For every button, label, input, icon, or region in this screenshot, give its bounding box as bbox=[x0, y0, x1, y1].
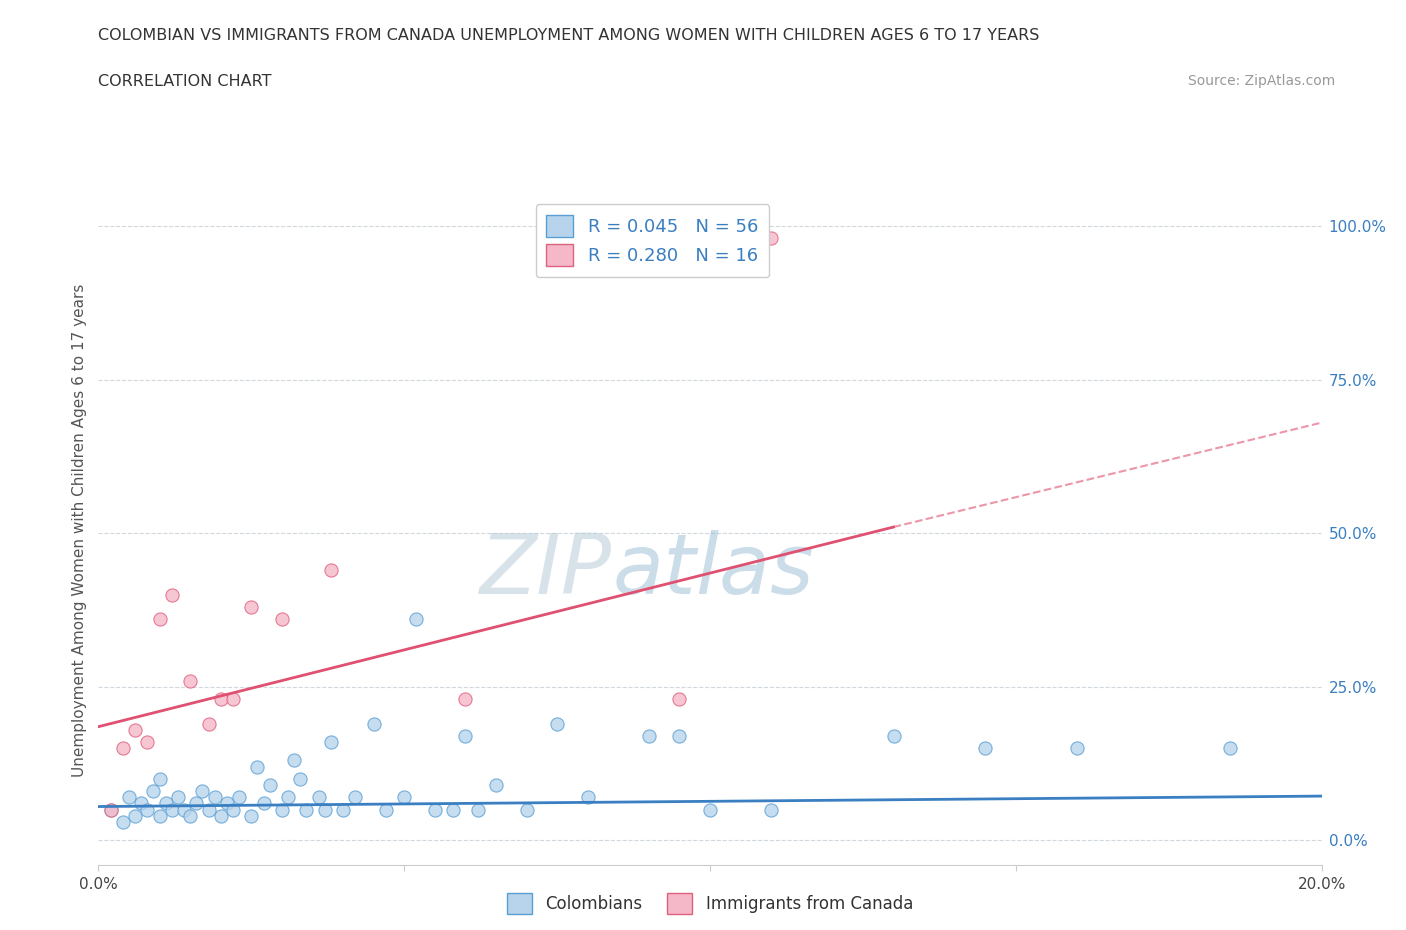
Point bbox=[467, 803, 489, 817]
Point bbox=[228, 790, 250, 804]
Point bbox=[699, 803, 721, 817]
Point bbox=[204, 790, 226, 804]
Point bbox=[240, 600, 263, 615]
Point bbox=[1066, 740, 1088, 755]
Point bbox=[111, 740, 134, 755]
Point bbox=[290, 772, 312, 787]
Point bbox=[314, 803, 336, 817]
Text: COLOMBIAN VS IMMIGRANTS FROM CANADA UNEMPLOYMENT AMONG WOMEN WITH CHILDREN AGES : COLOMBIAN VS IMMIGRANTS FROM CANADA UNEM… bbox=[98, 28, 1040, 43]
Point bbox=[332, 803, 354, 817]
Y-axis label: Unemployment Among Women with Children Ages 6 to 17 years: Unemployment Among Women with Children A… bbox=[72, 284, 87, 777]
Point bbox=[308, 790, 330, 804]
Point bbox=[270, 612, 292, 627]
Point bbox=[295, 803, 318, 817]
Point bbox=[392, 790, 416, 804]
Text: Source: ZipAtlas.com: Source: ZipAtlas.com bbox=[1188, 74, 1336, 88]
Point bbox=[173, 803, 195, 817]
Point bbox=[142, 784, 165, 799]
Point bbox=[111, 815, 134, 830]
Point bbox=[129, 796, 152, 811]
Point bbox=[240, 808, 263, 823]
Point bbox=[974, 740, 997, 755]
Point bbox=[252, 796, 274, 811]
Text: ZIP: ZIP bbox=[481, 530, 612, 611]
Point bbox=[283, 753, 305, 768]
Point bbox=[883, 728, 905, 743]
Point bbox=[1219, 740, 1241, 755]
Point bbox=[136, 803, 159, 817]
Point bbox=[576, 790, 599, 804]
Point bbox=[160, 803, 183, 817]
Point bbox=[423, 803, 446, 817]
Point bbox=[136, 735, 159, 750]
Point bbox=[124, 723, 146, 737]
Point bbox=[441, 803, 464, 817]
Point bbox=[179, 808, 201, 823]
Point bbox=[222, 692, 245, 707]
Point bbox=[344, 790, 367, 804]
Point bbox=[155, 796, 177, 811]
Point bbox=[197, 803, 219, 817]
Point bbox=[118, 790, 141, 804]
Point bbox=[319, 735, 342, 750]
Point bbox=[100, 803, 122, 817]
Point bbox=[197, 716, 219, 731]
Point bbox=[485, 777, 508, 792]
Point bbox=[759, 231, 782, 246]
Point bbox=[668, 728, 690, 743]
Point bbox=[124, 808, 146, 823]
Point bbox=[319, 563, 342, 578]
Point bbox=[246, 759, 269, 774]
Legend: Colombians, Immigrants from Canada: Colombians, Immigrants from Canada bbox=[501, 886, 920, 920]
Point bbox=[454, 692, 477, 707]
Point bbox=[374, 803, 396, 817]
Point bbox=[191, 784, 214, 799]
Point bbox=[759, 803, 782, 817]
Point bbox=[215, 796, 238, 811]
Point bbox=[637, 728, 661, 743]
Point bbox=[222, 803, 245, 817]
Point bbox=[363, 716, 385, 731]
Point bbox=[546, 716, 568, 731]
Point bbox=[100, 803, 122, 817]
Point bbox=[167, 790, 190, 804]
Point bbox=[259, 777, 281, 792]
Point bbox=[277, 790, 299, 804]
Point bbox=[209, 692, 232, 707]
Text: CORRELATION CHART: CORRELATION CHART bbox=[98, 74, 271, 89]
Point bbox=[516, 803, 538, 817]
Point bbox=[668, 692, 690, 707]
Point bbox=[270, 803, 292, 817]
Point bbox=[454, 728, 477, 743]
Point bbox=[149, 772, 172, 787]
Point bbox=[179, 673, 201, 688]
Point bbox=[160, 587, 183, 602]
Point bbox=[149, 612, 172, 627]
Point bbox=[209, 808, 232, 823]
Point bbox=[405, 612, 427, 627]
Text: atlas: atlas bbox=[612, 530, 814, 611]
Point bbox=[149, 808, 172, 823]
Point bbox=[186, 796, 208, 811]
